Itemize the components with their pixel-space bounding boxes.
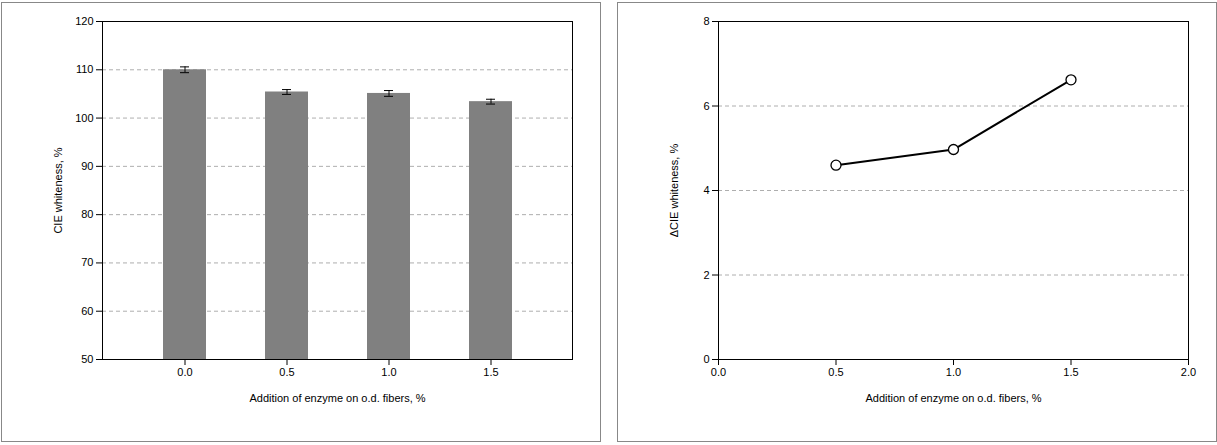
svg-text:0.5: 0.5 <box>279 366 294 378</box>
svg-text:2: 2 <box>703 269 709 281</box>
svg-text:120: 120 <box>75 15 93 27</box>
svg-text:CIE whiteness, %: CIE whiteness, % <box>52 147 64 233</box>
svg-text:Addition of enzyme on o.d. fib: Addition of enzyme on o.d. fibers, % <box>249 392 425 404</box>
svg-text:90: 90 <box>81 160 93 172</box>
svg-text:ΔCIE whiteness, %: ΔCIE whiteness, % <box>668 144 680 238</box>
svg-text:8: 8 <box>703 15 709 27</box>
svg-text:1.5: 1.5 <box>1063 366 1078 378</box>
svg-text:6: 6 <box>703 100 709 112</box>
svg-text:110: 110 <box>76 63 94 75</box>
svg-text:100: 100 <box>75 112 93 124</box>
svg-text:0.0: 0.0 <box>711 366 726 378</box>
svg-text:1.0: 1.0 <box>381 366 396 378</box>
svg-text:4: 4 <box>703 184 709 196</box>
svg-text:60: 60 <box>81 305 93 317</box>
svg-text:1.0: 1.0 <box>946 366 961 378</box>
svg-text:80: 80 <box>81 208 93 220</box>
svg-text:0.0: 0.0 <box>177 366 192 378</box>
svg-text:50: 50 <box>81 353 93 365</box>
svg-text:0.5: 0.5 <box>828 366 843 378</box>
svg-text:1.5: 1.5 <box>483 366 498 378</box>
svg-text:70: 70 <box>81 256 93 268</box>
svg-text:0: 0 <box>703 353 709 365</box>
svg-text:Addition of enzyme on o.d. fib: Addition of enzyme on o.d. fibers, % <box>865 392 1041 404</box>
svg-text:2.0: 2.0 <box>1181 366 1196 378</box>
